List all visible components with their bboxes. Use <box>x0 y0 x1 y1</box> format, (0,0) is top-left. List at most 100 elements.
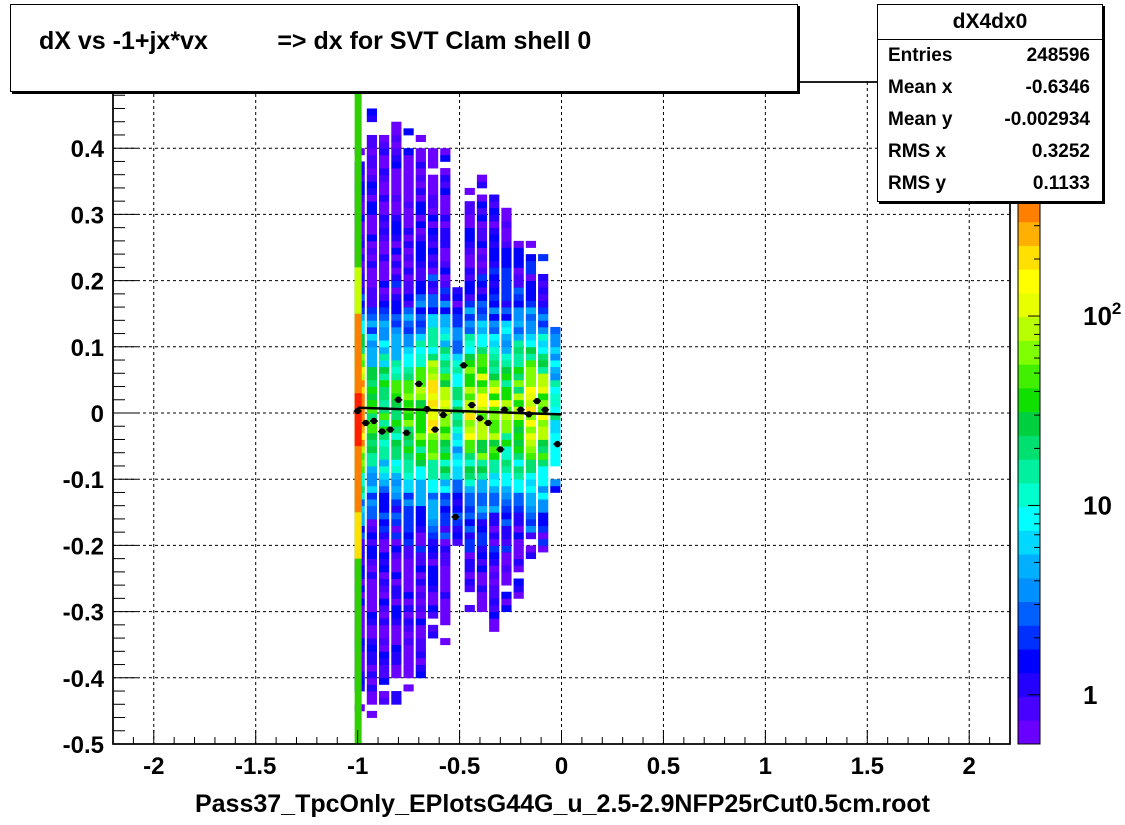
stats-value: 0.3252 <box>1031 141 1090 162</box>
heatmap-cell <box>538 538 549 546</box>
heatmap-cell <box>489 399 500 407</box>
heatmap-cell <box>476 207 488 215</box>
heatmap-cell <box>489 479 500 487</box>
heatmap-cell <box>525 393 537 401</box>
heatmap-cell <box>476 492 488 500</box>
heatmap-cell <box>476 293 488 301</box>
heatmap-cell <box>464 413 475 421</box>
heatmap-cell <box>440 168 451 176</box>
heatmap-cell <box>489 201 500 209</box>
heatmap-cell <box>391 267 402 275</box>
heatmap-cell <box>489 578 500 586</box>
heatmap-cell <box>379 558 390 566</box>
heatmap-cell <box>440 379 451 387</box>
heatmap-cell <box>538 273 549 281</box>
heatmap-cell <box>415 187 426 195</box>
heatmap-cell <box>513 472 524 480</box>
heatmap-cell <box>464 459 475 467</box>
heatmap-cell <box>452 313 463 321</box>
heatmap-cell <box>440 598 451 606</box>
heatmap-cell <box>501 207 512 215</box>
heatmap-cell <box>525 518 537 526</box>
heatmap-cell <box>403 485 414 493</box>
heatmap-cell <box>391 499 402 507</box>
heatmap-cell <box>464 360 475 368</box>
heatmap-cell <box>513 479 524 487</box>
heatmap-cell <box>379 313 390 321</box>
heatmap-cell <box>366 115 378 123</box>
heatmap-cell <box>513 360 524 368</box>
heatmap-cell <box>538 413 549 421</box>
heatmap-cell <box>452 386 463 394</box>
heatmap-cell <box>452 518 463 526</box>
heatmap-cell <box>366 240 378 248</box>
x-tick-label: 0.5 <box>647 753 680 780</box>
heatmap-cell <box>501 446 512 454</box>
heatmap-cell <box>464 287 475 295</box>
heatmap-cell <box>440 393 451 401</box>
heatmap-cell <box>415 234 426 242</box>
heatmap-cell <box>366 406 378 414</box>
heatmap-cell <box>452 492 463 500</box>
heatmap-cell <box>403 267 414 275</box>
heatmap-cell <box>440 293 451 301</box>
heatmap-cell <box>415 585 426 593</box>
heatmap-cell <box>525 346 537 354</box>
heatmap-cell <box>464 499 475 507</box>
y-tick-label: -0.5 <box>63 732 104 759</box>
heatmap-cell <box>525 240 537 248</box>
heatmap-cell <box>391 333 402 341</box>
heatmap-cell <box>427 558 439 566</box>
heatmap-cell <box>513 446 524 454</box>
heatmap-cell <box>476 426 488 434</box>
heatmap-cell <box>489 618 500 626</box>
heatmap-cell <box>476 446 488 454</box>
heatmap-cell <box>476 366 488 374</box>
x-tick-label: -0.5 <box>439 753 480 780</box>
heatmap-cell <box>391 532 402 540</box>
heatmap-cell <box>415 333 426 341</box>
heatmap-cell <box>415 624 426 632</box>
heatmap-cell <box>513 333 524 341</box>
heatmap-cell <box>427 360 439 368</box>
color-scale-bin <box>1018 435 1040 460</box>
heatmap-cell <box>366 300 378 308</box>
heatmap-cell <box>464 187 475 195</box>
heatmap-cell <box>550 360 561 368</box>
heatmap-cell <box>538 254 549 262</box>
heatmap-cell <box>464 472 475 480</box>
heatmap-cell <box>440 181 451 189</box>
heatmap-cell <box>391 492 402 500</box>
heatmap-cell <box>476 598 488 606</box>
heatmap-cell <box>501 452 512 460</box>
heatmap-cell <box>525 532 537 540</box>
heatmap-cell <box>379 452 390 460</box>
heatmap-cell <box>501 413 512 421</box>
heatmap-cell <box>403 472 414 480</box>
heatmap-cell <box>501 260 512 268</box>
heatmap-cell <box>379 373 390 381</box>
heatmap-cell <box>525 406 537 414</box>
heatmap-cell <box>403 644 414 652</box>
color-scale-bin <box>1018 411 1040 436</box>
heatmap-cell <box>427 287 439 295</box>
heatmap-cell <box>403 187 414 195</box>
heatmap-cell <box>379 360 390 368</box>
heatmap-cell <box>366 664 378 672</box>
heatmap-cell <box>476 452 488 460</box>
heatmap-cell <box>440 273 451 281</box>
heatmap-cell <box>391 552 402 560</box>
heatmap-cell <box>464 267 475 275</box>
heatmap-cell <box>538 419 549 427</box>
heatmap-cell <box>379 227 390 235</box>
heatmap-cell <box>391 591 402 599</box>
heatmap-cell <box>391 571 402 579</box>
heatmap-cell <box>513 313 524 321</box>
heatmap-cell <box>489 353 500 361</box>
heatmap-cell <box>489 346 500 354</box>
heatmap-cell <box>391 611 402 619</box>
heatmap-cell <box>440 525 451 533</box>
heatmap-cell <box>366 307 378 315</box>
heatmap-cell <box>501 366 512 374</box>
heatmap-cell <box>415 446 426 454</box>
